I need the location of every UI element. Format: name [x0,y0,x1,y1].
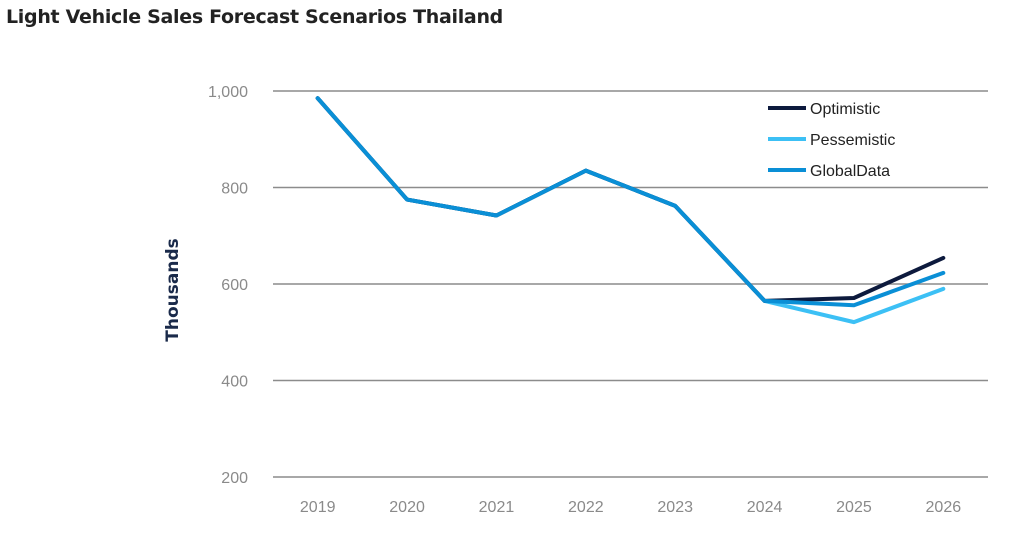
x-tick-label: 2019 [300,499,336,516]
x-tick-label: 2020 [389,499,425,516]
legend-label: Optimistic [810,101,880,118]
legend-label: GlobalData [810,163,890,180]
x-tick-label: 2023 [657,499,693,516]
x-tick-label: 2025 [836,499,872,516]
x-tick-label: 2021 [479,499,515,516]
y-axis-label: Thousands [163,238,183,341]
y-tick-label: 1,000 [208,84,248,101]
y-tick-label: 400 [221,374,248,391]
y-tick-label: 200 [221,470,248,487]
y-tick-label: 800 [221,181,248,198]
x-tick-label: 2026 [926,499,962,516]
chart-title: Light Vehicle Sales Forecast Scenarios T… [6,6,503,28]
x-tick-label: 2022 [568,499,604,516]
series-line-globaldata [315,96,946,308]
y-tick-label: 600 [221,277,248,294]
x-tick-label: 2024 [747,499,783,516]
legend-label: Pessemistic [810,132,895,149]
